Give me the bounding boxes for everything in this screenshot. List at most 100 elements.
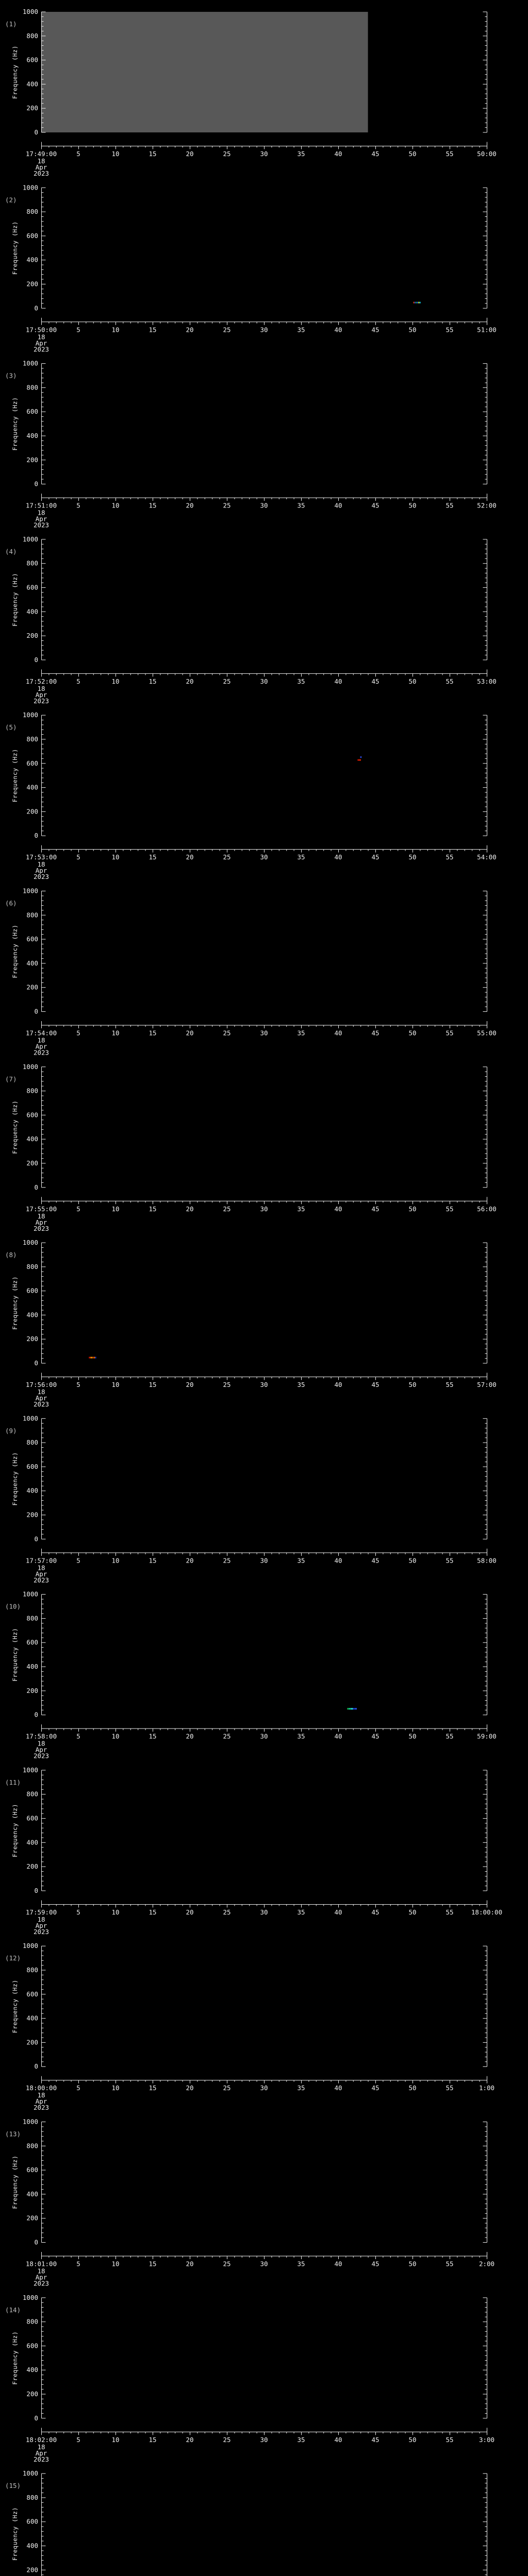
x-tick-label: 20 <box>186 1733 193 1740</box>
event-blob-segment <box>93 1357 95 1359</box>
y-tick-label: 800 <box>26 1438 38 1446</box>
x-tick-label: 10 <box>111 1908 119 1916</box>
x-tick-label: 30 <box>260 150 268 158</box>
y-tick-label: 600 <box>26 1287 38 1295</box>
x-tick-label: 20 <box>186 2084 193 2092</box>
x-tick-label: 5 <box>76 150 80 158</box>
x-date-label: 2023 <box>34 1752 49 1760</box>
x-tick-label: 30 <box>260 853 268 861</box>
x-tick-label: 35 <box>297 1908 305 1916</box>
spectrogram-panel: 1000 800 600 400 200 0 (3) Frequency (Hz) 17:51:… <box>5 360 497 529</box>
y-tick-label: 200 <box>26 1511 38 1519</box>
panel-number-label: (1) <box>5 20 17 28</box>
x-date-label: 18 <box>37 2443 45 2451</box>
y-tick-label: 400 <box>26 2190 38 2198</box>
x-tick-label: 40 <box>334 2084 342 2092</box>
y-tick-label: 200 <box>26 984 38 991</box>
y-tick-label: 200 <box>26 2038 38 2046</box>
event-blob-segment <box>355 1708 357 1710</box>
axis-ticks <box>41 363 487 501</box>
x-tick-label: 45 <box>371 1908 379 1916</box>
x-end-time-label: 1:00 <box>479 2084 494 2092</box>
x-tick-label: 10 <box>111 1556 119 1564</box>
x-tick-label: 40 <box>334 1908 342 1916</box>
event-blob-segment <box>413 301 415 303</box>
axis-ticks <box>41 2473 487 2575</box>
y-tick-label: 800 <box>26 735 38 743</box>
y-tick-label: 600 <box>26 2518 38 2526</box>
panel-number-label: (8) <box>5 1251 17 1259</box>
x-date-label: 18 <box>37 1564 45 1571</box>
x-start-time-label: 18:00:00 <box>26 2084 57 2092</box>
x-start-time-label: 17:52:00 <box>26 677 57 685</box>
y-tick-label: 400 <box>26 256 38 264</box>
y-tick-label: 400 <box>26 432 38 439</box>
axis-ticks <box>41 2297 487 2435</box>
axis-ticks <box>41 1945 487 2083</box>
x-date-label: Apr <box>36 1922 47 1929</box>
y-tick-label: 1000 <box>23 1590 38 1598</box>
x-end-time-label: 59:00 <box>477 1733 497 1740</box>
y-tick-label: 400 <box>26 2366 38 2374</box>
x-date-label: 2023 <box>34 1576 49 1584</box>
y-axis-title: Frequency (Hz) <box>11 1804 19 1857</box>
x-tick-label: 50 <box>408 1908 416 1916</box>
x-tick-label: 10 <box>111 1381 119 1388</box>
x-tick-label: 55 <box>446 150 453 158</box>
x-tick-label: 20 <box>186 1556 193 1564</box>
event-blob-segment <box>353 1708 355 1710</box>
y-tick-label: 0 <box>34 304 38 312</box>
y-axis-title: Frequency (Hz) <box>11 2507 19 2561</box>
x-tick-label: 15 <box>148 1205 156 1213</box>
x-tick-label: 30 <box>260 502 268 510</box>
x-tick-label: 5 <box>76 1205 80 1213</box>
event-blob-segment <box>89 1357 90 1359</box>
x-tick-label: 10 <box>111 2436 119 2444</box>
y-tick-label: 1000 <box>23 1239 38 1246</box>
y-axis-title: Frequency (Hz) <box>11 1276 19 1330</box>
x-tick-label: 5 <box>76 2084 80 2092</box>
x-tick-label: 25 <box>223 1733 230 1740</box>
y-tick-label: 1000 <box>23 2294 38 2301</box>
x-tick-label: 50 <box>408 1733 416 1740</box>
x-tick-label: 25 <box>223 1556 230 1564</box>
x-tick-label: 25 <box>223 853 230 861</box>
x-start-time-label: 18:01:00 <box>26 2260 57 2268</box>
y-tick-label: 1000 <box>23 1414 38 1422</box>
x-start-time-label: 17:51:00 <box>26 502 57 510</box>
x-end-time-label: 52:00 <box>477 502 497 510</box>
axis-ticks <box>41 539 487 677</box>
x-tick-label: 35 <box>297 2084 305 2092</box>
x-tick-label: 50 <box>408 502 416 510</box>
y-axis-title: Frequency (Hz) <box>11 45 19 99</box>
x-tick-label: 15 <box>148 2260 156 2268</box>
event-blob-segment <box>359 759 361 761</box>
x-tick-label: 30 <box>260 1029 268 1037</box>
y-tick-label: 800 <box>26 560 38 567</box>
x-start-time-label: 17:58:00 <box>26 1733 57 1740</box>
x-tick-label: 30 <box>260 326 268 333</box>
y-tick-label: 200 <box>26 1687 38 1694</box>
x-date-label: 18 <box>37 1212 45 1220</box>
x-tick-label: 55 <box>446 1556 453 1564</box>
panel-number-label: (2) <box>5 196 17 204</box>
x-tick-label: 55 <box>446 1733 453 1740</box>
x-date-label: 2023 <box>34 2104 49 2111</box>
no-data-region <box>41 12 368 132</box>
x-tick-label: 25 <box>223 1908 230 1916</box>
event-blob-segment <box>416 301 417 303</box>
x-tick-label: 35 <box>297 1381 305 1388</box>
x-tick-label: 45 <box>371 502 379 510</box>
x-date-label: 18 <box>37 1036 45 1044</box>
x-tick-label: 40 <box>334 1029 342 1037</box>
panel-number-label: (14) <box>5 2306 21 2314</box>
spectrogram-panel: 1000 800 600 400 200 0 (2) Frequency (Hz) 17:50:… <box>5 183 497 353</box>
y-tick-label: 200 <box>26 2214 38 2222</box>
y-tick-label: 600 <box>26 759 38 767</box>
x-tick-label: 35 <box>297 2436 305 2444</box>
x-end-time-label: 55:00 <box>477 1029 497 1037</box>
x-tick-label: 45 <box>371 1205 379 1213</box>
y-tick-label: 800 <box>26 208 38 215</box>
x-tick-label: 20 <box>186 1029 193 1037</box>
axis-ticks <box>41 715 487 853</box>
